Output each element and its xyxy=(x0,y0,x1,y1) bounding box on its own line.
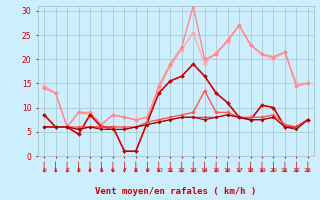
X-axis label: Vent moyen/en rafales ( km/h ): Vent moyen/en rafales ( km/h ) xyxy=(95,187,257,196)
